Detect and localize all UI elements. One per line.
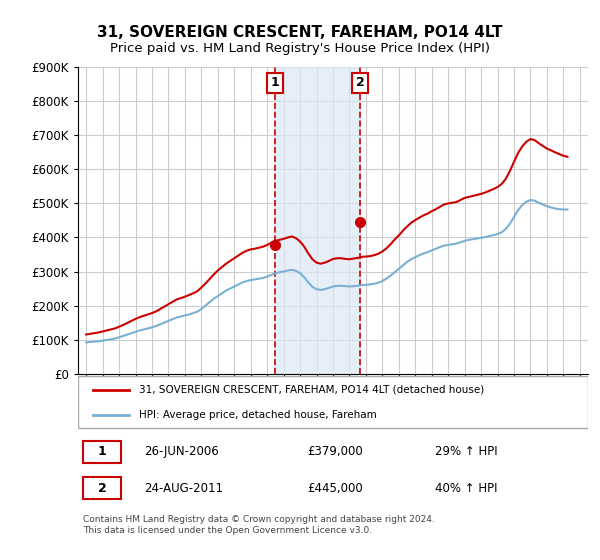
Text: Contains HM Land Registry data © Crown copyright and database right 2024.
This d: Contains HM Land Registry data © Crown c… (83, 515, 435, 535)
Bar (275, 67, 360, 374)
Text: 31, SOVEREIGN CRESCENT, FAREHAM, PO14 4LT: 31, SOVEREIGN CRESCENT, FAREHAM, PO14 4L… (97, 25, 503, 40)
FancyBboxPatch shape (78, 376, 588, 428)
Text: 29% ↑ HPI: 29% ↑ HPI (435, 445, 497, 459)
Text: 31, SOVEREIGN CRESCENT, FAREHAM, PO14 4LT (detached house): 31, SOVEREIGN CRESCENT, FAREHAM, PO14 4L… (139, 385, 484, 395)
FancyBboxPatch shape (83, 441, 121, 463)
Text: 2: 2 (98, 482, 106, 494)
Text: 24-AUG-2011: 24-AUG-2011 (145, 482, 223, 494)
Text: 1: 1 (98, 445, 106, 459)
Text: £445,000: £445,000 (308, 482, 363, 494)
Text: Price paid vs. HM Land Registry's House Price Index (HPI): Price paid vs. HM Land Registry's House … (110, 42, 490, 55)
Text: 1: 1 (271, 76, 280, 90)
Text: 40% ↑ HPI: 40% ↑ HPI (435, 482, 497, 494)
Text: 2: 2 (356, 76, 365, 90)
Text: £379,000: £379,000 (308, 445, 363, 459)
Text: 26-JUN-2006: 26-JUN-2006 (145, 445, 219, 459)
FancyBboxPatch shape (83, 477, 121, 499)
Text: HPI: Average price, detached house, Fareham: HPI: Average price, detached house, Fare… (139, 410, 377, 419)
